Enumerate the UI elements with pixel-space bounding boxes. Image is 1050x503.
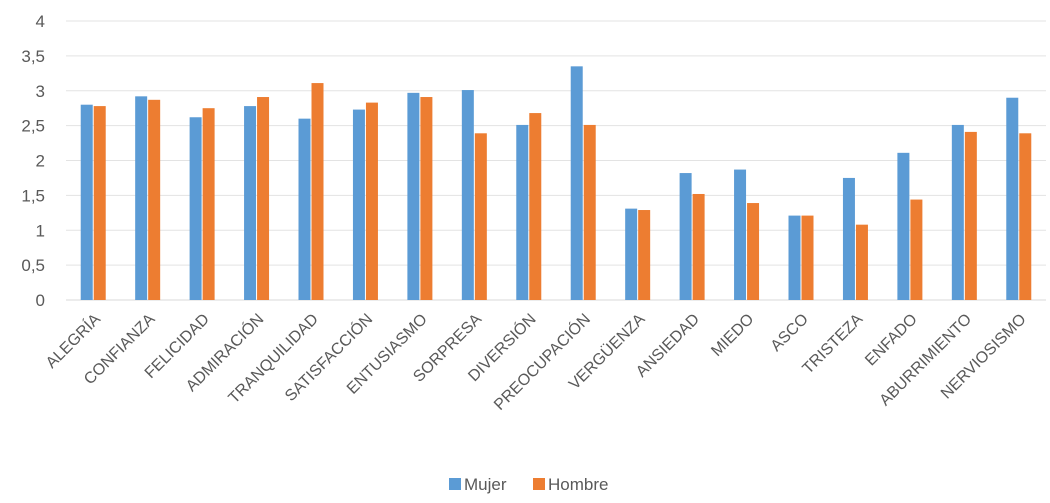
bar-hombre [474,133,487,300]
bar-mujer [244,106,257,300]
bar-hombre [1019,133,1032,300]
y-tick-label: 4 [36,12,45,31]
bar-mujer [516,124,529,301]
bar-mujer [1006,97,1019,300]
bar-mujer [80,104,93,300]
legend-label-hombre: Hombre [548,475,608,494]
legend-swatch-hombre [533,478,545,490]
y-tick-label: 0 [36,291,45,310]
bar-hombre [964,131,977,300]
bar-hombre [855,224,868,300]
x-category-label: ENFADO [862,311,921,370]
bar-mujer [461,90,474,301]
x-category-label: ABURRIMIENTO [877,311,976,410]
bar-mujer [788,215,801,300]
bar-hombre [311,83,324,300]
y-tick-label: 3,5 [21,47,45,66]
bar-hombre [93,106,106,300]
bar-mujer [298,118,311,301]
bar-mujer [625,208,638,300]
y-tick-label: 2 [36,152,45,171]
y-axis-tick-labels: 0 0,5 1 1,5 2 2,5 3 3,5 4 [21,12,45,310]
legend-swatch-mujer [449,478,461,490]
bar-mujer [189,117,202,300]
bar-mujer [897,152,910,300]
y-tick-label: 0,5 [21,256,45,275]
bar-mujer [352,109,365,301]
x-category-label: ASCO [768,311,812,355]
y-tick-label: 2,5 [21,117,45,136]
bar-hombre [202,108,215,300]
bar-hombre [529,113,542,300]
bar-hombre [910,199,923,300]
y-tick-label: 1,5 [21,186,45,205]
bar-mujer [951,124,964,301]
bar-hombre [583,124,596,301]
bar-mujer [734,169,747,300]
x-axis-category-labels: ALEGRÍACONFIANZAFELICIDADADMIRACIÓNTRANQ… [42,309,1030,414]
legend: Mujer Hombre [449,475,608,494]
bar-mujer [407,92,420,300]
y-tick-label: 3 [36,82,45,101]
bar-hombre [692,193,705,300]
bar-mujer [842,177,855,300]
y-tick-label: 1 [36,221,45,240]
legend-label-mujer: Mujer [464,475,507,494]
bar-hombre [801,215,814,300]
bar-hombre [148,99,161,300]
bar-hombre [420,97,433,300]
x-category-label: PREOCUPACIÓN [490,309,594,413]
bars [80,66,1032,301]
bar-hombre [638,210,651,300]
bar-hombre [365,102,378,300]
bar-mujer [679,173,692,300]
x-category-label: MIEDO [708,311,757,360]
bar-hombre [747,203,760,300]
bar-mujer [135,96,148,300]
bar-mujer [570,66,583,301]
gridlines [66,20,1046,301]
bar-hombre [257,97,270,300]
